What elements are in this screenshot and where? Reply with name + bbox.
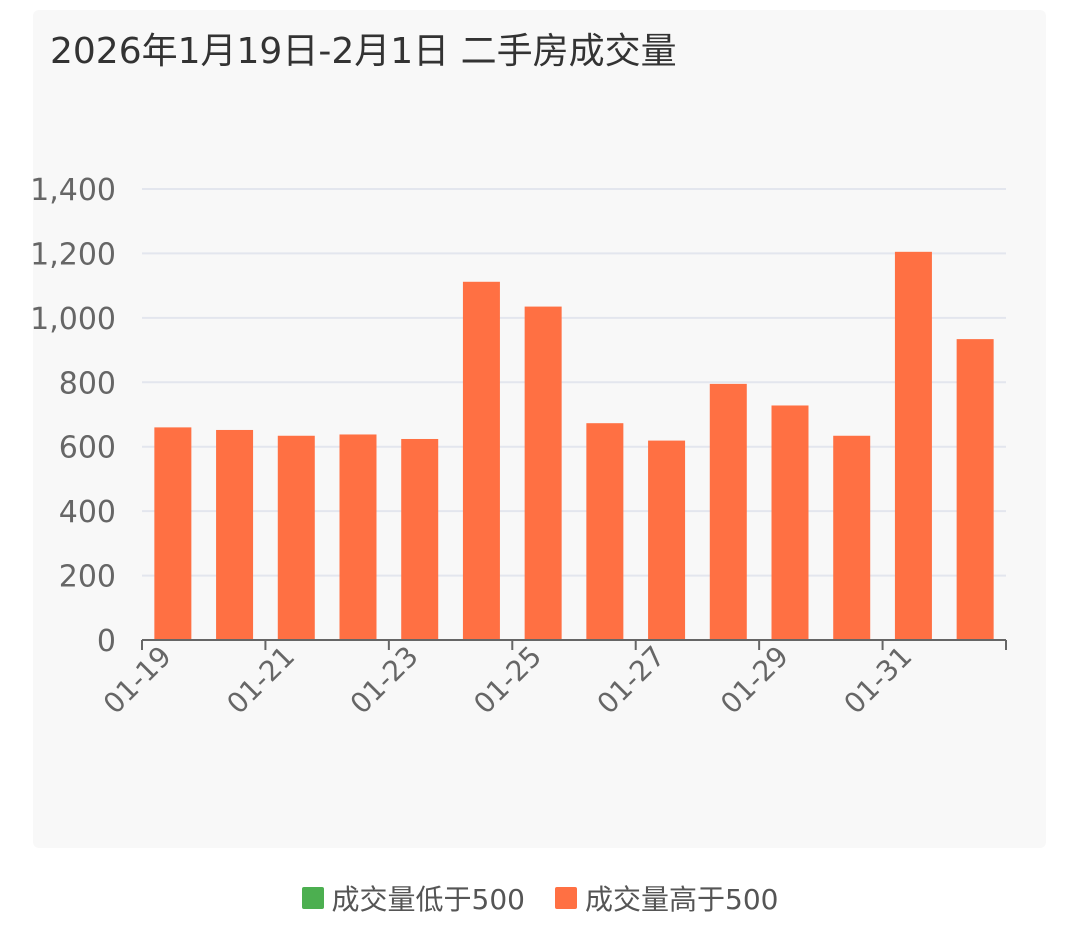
x-tick-label: 01-23 [344,640,425,721]
y-tick-label: 400 [59,495,116,530]
bar[interactable] [709,383,747,640]
y-tick-label: 1,200 [30,237,116,272]
y-tick-label: 600 [59,431,116,466]
bar[interactable] [277,435,315,640]
y-tick-label: 200 [59,560,116,595]
x-tick-label: 01-25 [467,640,548,721]
y-tick-label: 1,400 [30,173,116,208]
bar[interactable] [401,438,439,640]
x-tick-label: 01-21 [220,640,301,721]
legend-swatch-high [555,887,577,909]
x-tick-label: 01-29 [714,640,795,721]
bar[interactable] [833,435,871,640]
chart-title: 2026年1月19日-2月1日 二手房成交量 [50,31,677,72]
y-tick-label: 800 [59,366,116,401]
legend-label-low: 成交量低于500 [331,883,525,916]
bar[interactable] [524,306,562,640]
x-tick-label: 01-31 [838,640,919,721]
bar[interactable] [648,440,686,640]
legend-item-high[interactable]: 成交量高于500 [555,878,778,918]
bar[interactable] [216,429,254,640]
bar[interactable] [956,339,994,640]
legend-label-high: 成交量高于500 [585,883,779,916]
bar[interactable] [339,434,377,640]
legend-item-low[interactable]: 成交量低于500 [301,878,525,918]
x-tick-label: 01-27 [591,640,672,721]
chart-legend: 成交量低于500 成交量高于500 [0,878,1080,918]
bar[interactable] [154,427,192,640]
bar[interactable] [894,251,932,640]
y-tick-label: 1,000 [30,302,116,337]
bar[interactable] [586,423,624,640]
bar[interactable] [771,405,809,640]
legend-swatch-low [301,887,324,909]
y-tick-label: 0 [97,624,116,659]
bar[interactable] [462,281,500,640]
